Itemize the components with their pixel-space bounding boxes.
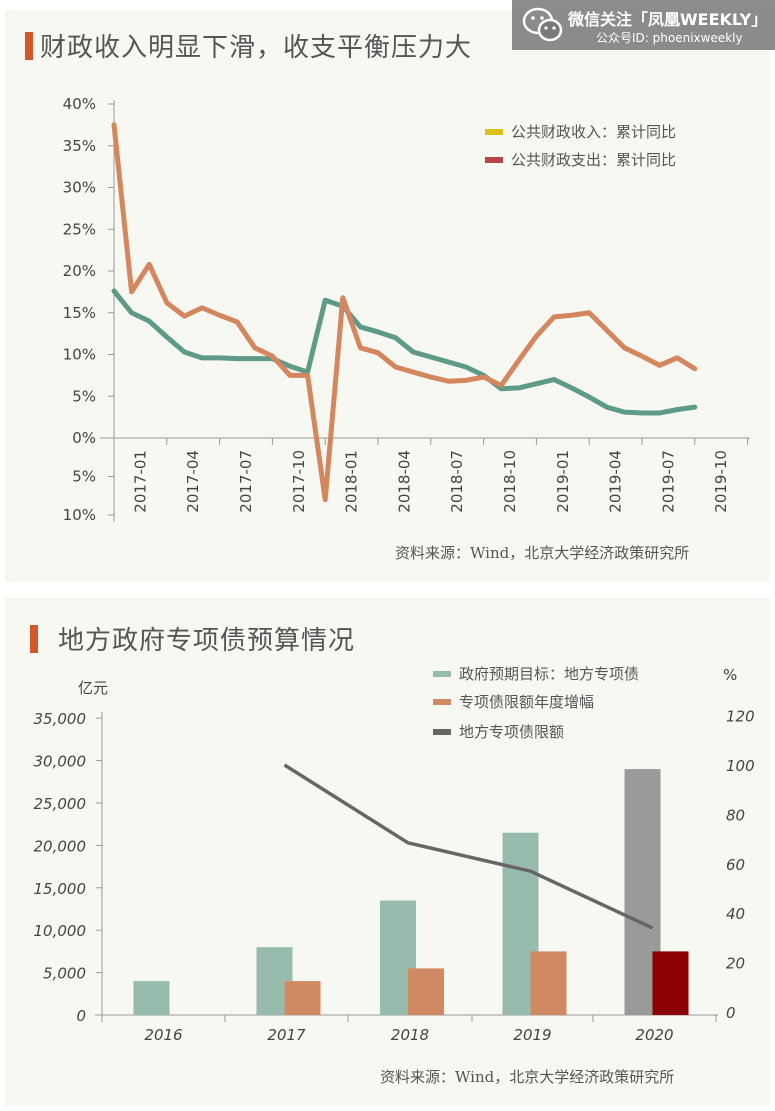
left-tick-label: 15,000 <box>34 880 87 898</box>
x-tick-label: 2019-04 <box>607 450 625 513</box>
chart2-legend-item: 专项债限额年度增幅 <box>433 691 594 712</box>
x-tick-label: 2019-10 <box>712 450 730 513</box>
bar-1-2019 <box>530 951 567 1015</box>
chart2-source: 资料来源：Wind，北京大学经济政策研究所 <box>380 1068 675 1086</box>
left-tick-label: 20,000 <box>34 837 87 855</box>
chart2-legend-item: 地方专项债限额 <box>433 721 564 742</box>
y-tick-label: 0% <box>72 429 96 447</box>
y-tick-label: 35% <box>63 137 96 155</box>
legend-swatch <box>433 698 451 705</box>
left-tick-label: 10,000 <box>34 922 87 940</box>
left-tick-label: 35,000 <box>34 710 87 728</box>
left-tick-label: 0 <box>76 1007 86 1025</box>
series-line-1 <box>111 122 698 503</box>
y-tick-label: 5% <box>72 387 96 405</box>
chart1-title: 财政收入明显下滑，收支平衡压力大 <box>40 33 473 63</box>
right-tick-label: 120 <box>726 708 755 726</box>
left-tick-label: 25,000 <box>34 795 87 813</box>
y-tick-label: 15% <box>63 304 96 322</box>
x-tick-label: 2017-07 <box>237 450 255 513</box>
x-tick-label: 2020 <box>635 1026 673 1044</box>
bar-1-2018 <box>408 968 444 1015</box>
limit-growth-line <box>283 763 654 930</box>
legend-swatch <box>485 128 503 135</box>
left-tick-label: 30,000 <box>34 753 87 771</box>
legend-label: 专项债限额年度增幅 <box>459 693 595 711</box>
legend-swatch <box>433 728 451 735</box>
legend-label: 公共财政收入：累计同比 <box>511 123 677 141</box>
chart1-legend-item: 公共财政支出：累计同比 <box>485 149 676 170</box>
left-tick-label: 5,000 <box>43 965 86 983</box>
x-tick-label: 2018-10 <box>501 450 519 513</box>
x-tick-label: 2018-01 <box>343 450 361 513</box>
x-tick-label: 2017-04 <box>184 450 202 513</box>
series-line-0 <box>111 288 698 416</box>
legend-label: 地方专项债限额 <box>459 723 565 741</box>
legend-swatch <box>485 156 503 163</box>
x-tick-label: 2016 <box>144 1026 182 1044</box>
y-tick-label: 5% <box>72 468 96 486</box>
x-tick-label: 2018-04 <box>395 450 413 513</box>
x-tick-label: 2018 <box>391 1026 429 1044</box>
watermark-follow-text: 微信关注「凤凰WEEKLY」 <box>568 10 768 29</box>
bar-0-2016 <box>133 981 170 1015</box>
x-tick-label: 2017 <box>267 1026 306 1044</box>
watermark-account-id: 公众号ID: phoenixweekly <box>596 31 743 45</box>
legend-label: 公共财政支出：累计同比 <box>511 151 677 169</box>
title-marker <box>30 625 38 653</box>
title-marker <box>25 32 33 60</box>
legend-swatch <box>433 670 451 677</box>
x-tick-label: 2019 <box>513 1026 551 1044</box>
chart1-legend-item: 公共财政收入：累计同比 <box>485 121 676 142</box>
bar-1-2017 <box>284 981 321 1015</box>
x-tick-label: 2019-07 <box>659 450 677 513</box>
y-tick-label: 40% <box>63 95 96 113</box>
chart1-source: 资料来源：Wind，北京大学经济政策研究所 <box>395 544 690 562</box>
chart2-legend-item: 政府预期目标：地方专项债 <box>433 663 639 684</box>
left-axis-unit: 亿元 <box>78 679 109 697</box>
chart2-title: 地方政府专项债预算情况 <box>58 626 356 656</box>
right-tick-label: 100 <box>726 757 755 775</box>
wechat-icon <box>522 7 563 42</box>
chart-panel-fiscal <box>5 10 770 582</box>
right-tick-label: 20 <box>726 955 745 973</box>
watermark: 微信关注「凤凰WEEKLY」 公众号ID: phoenixweekly <box>512 0 775 50</box>
y-tick-label: 10% <box>63 506 96 524</box>
right-tick-label: 0 <box>726 1004 736 1022</box>
bar-1-2020 <box>652 951 689 1015</box>
right-axis-unit: % <box>723 666 738 684</box>
right-tick-label: 80 <box>726 806 745 824</box>
y-tick-label: 20% <box>63 262 96 280</box>
x-tick-label: 2018-07 <box>448 450 466 513</box>
x-tick-label: 2019-01 <box>554 450 572 513</box>
x-tick-label: 2017-01 <box>131 450 149 513</box>
y-tick-label: 30% <box>63 179 96 197</box>
y-tick-label: 10% <box>63 346 96 364</box>
right-tick-label: 60 <box>726 856 745 874</box>
y-tick-label: 25% <box>63 220 96 238</box>
legend-label: 政府预期目标：地方专项债 <box>459 665 640 683</box>
x-tick-label: 2017-10 <box>290 450 308 513</box>
right-tick-label: 40 <box>726 905 745 923</box>
